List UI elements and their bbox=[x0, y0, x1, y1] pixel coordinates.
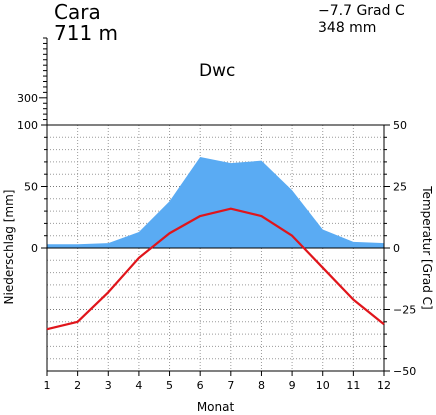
x-tick-label: 4 bbox=[135, 379, 142, 392]
station-name: Cara bbox=[54, 0, 101, 24]
annual-temperature: −7.7 Grad C bbox=[318, 3, 405, 19]
axes bbox=[39, 37, 390, 376]
x-tick-label: 1 bbox=[44, 379, 51, 392]
right-axis-label: Temperatur [Grad C] bbox=[420, 185, 434, 309]
x-axis-label: Monat bbox=[197, 400, 235, 414]
left-axis-label: Niederschlag [mm] bbox=[2, 190, 16, 305]
temperature-line bbox=[46, 207, 385, 331]
x-tick-label: 12 bbox=[377, 379, 391, 392]
left-tick-label: 100 bbox=[17, 119, 38, 132]
station-elevation: 711 m bbox=[54, 21, 119, 45]
x-tick-label: 11 bbox=[346, 379, 360, 392]
right-tick-label: 0 bbox=[393, 242, 400, 255]
annual-precipitation: 348 mm bbox=[318, 20, 377, 36]
climate-classification: Dwc bbox=[199, 61, 236, 81]
right-tick-label: −25 bbox=[393, 304, 416, 317]
x-tick-label: 7 bbox=[227, 379, 234, 392]
precipitation-area bbox=[47, 156, 384, 248]
left-tick-label: 50 bbox=[24, 181, 38, 194]
x-tick-label: 6 bbox=[197, 379, 204, 392]
x-tick-label: 8 bbox=[258, 379, 265, 392]
x-tick-label: 3 bbox=[105, 379, 112, 392]
x-tick-label: 10 bbox=[316, 379, 330, 392]
temperature-line-layer bbox=[46, 207, 385, 331]
precipitation-area-layer bbox=[47, 156, 384, 248]
right-tick-label: −50 bbox=[393, 365, 416, 378]
upper-left-tick-label: 300 bbox=[17, 92, 38, 105]
x-tick-label: 2 bbox=[74, 379, 81, 392]
right-tick-label: 50 bbox=[393, 119, 407, 132]
x-tick-label: 9 bbox=[289, 379, 296, 392]
right-tick-label: 25 bbox=[393, 181, 407, 194]
x-tick-label: 5 bbox=[166, 379, 173, 392]
left-tick-label: 0 bbox=[31, 242, 38, 255]
